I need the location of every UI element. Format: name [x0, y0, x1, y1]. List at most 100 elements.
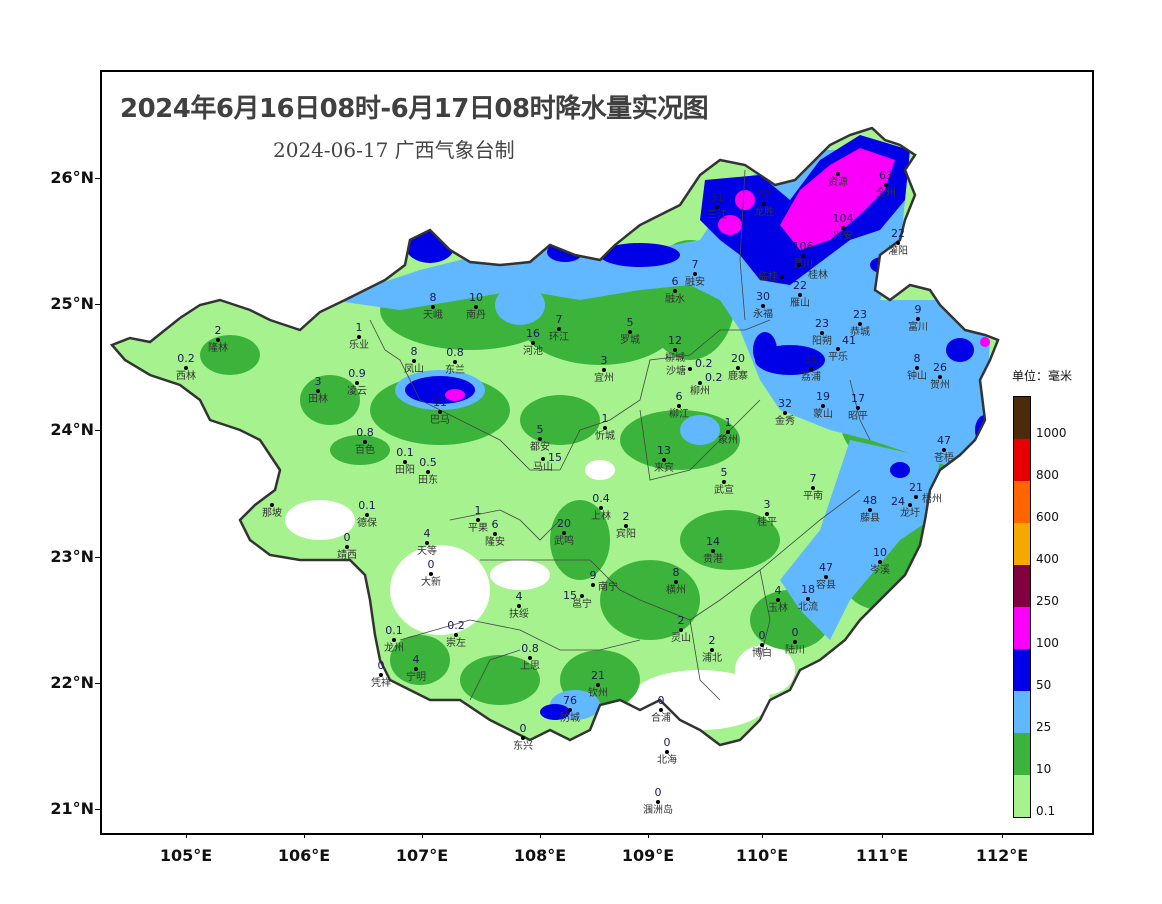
lat-label: 25°N [50, 294, 94, 313]
station-dot [431, 305, 435, 309]
station-value: 12 [668, 334, 682, 347]
station-dot [726, 430, 730, 434]
station-name: 荔浦 [801, 372, 821, 383]
station-value: 0.1 [358, 499, 376, 512]
station-name: 象州 [718, 435, 738, 446]
station-name: 凭祥 [371, 678, 391, 689]
station-name: 灵山 [671, 633, 691, 644]
lat-tick [95, 809, 100, 810]
legend-label: 0.1 [1036, 804, 1056, 818]
station-name: 沙塘 [666, 366, 686, 377]
station-dot [184, 366, 188, 370]
lon-tick [540, 833, 541, 838]
legend-swatch [1014, 733, 1030, 775]
station-dot [454, 633, 458, 637]
station-dot [688, 367, 692, 371]
legend-swatch [1014, 397, 1030, 439]
legend-color-bar [1013, 396, 1031, 818]
station-name: 昭平 [848, 411, 868, 422]
station-dot [363, 440, 367, 444]
station-name: 德保 [357, 518, 377, 529]
station-name: 平南 [803, 491, 823, 502]
station-dot [665, 750, 669, 754]
station-value: 1 [474, 504, 482, 517]
station-dot [628, 330, 632, 334]
station-name: 藤县 [860, 513, 880, 524]
station-name: 上思 [520, 661, 540, 672]
station-dot [821, 404, 825, 408]
station-dot [765, 512, 769, 516]
station-name: 上林 [591, 511, 611, 522]
station-dot [517, 604, 521, 608]
station-name: 临桂 [758, 272, 778, 283]
station-dot [914, 495, 918, 499]
station-value: 20 [731, 352, 745, 365]
station-value: 4 [515, 590, 523, 603]
station-name: 蒙山 [813, 409, 833, 420]
station-dot [662, 458, 666, 462]
station-dot [531, 341, 535, 345]
station-name: 浦北 [702, 653, 722, 664]
legend-swatch [1014, 439, 1030, 481]
station-value: 11 [433, 396, 447, 409]
station-dot [806, 597, 810, 601]
lon-label: 112°E [975, 846, 1029, 865]
station-name: 钦州 [588, 688, 608, 699]
station-dot [528, 656, 532, 660]
lat-tick [95, 304, 100, 305]
station-value: 6 [671, 275, 679, 288]
station-value: 8 [672, 566, 680, 579]
lat-label: 24°N [50, 420, 94, 439]
station-name: 凌云 [347, 386, 367, 397]
lon-label: 110°E [735, 846, 789, 865]
legend-label: 10 [1036, 762, 1052, 776]
station-name: 平果 [468, 523, 488, 534]
station-name: 苍梧 [934, 453, 954, 464]
station-name: 大新 [421, 577, 441, 588]
station-value: 104 [832, 212, 854, 225]
station-dot [596, 683, 600, 687]
station-dot [412, 359, 416, 363]
station-dot [820, 331, 824, 335]
legend-label: 600 [1036, 510, 1059, 524]
station-name: 平乐 [828, 352, 848, 363]
station-name: 凤山 [404, 364, 424, 375]
station-value: 0 [791, 626, 799, 639]
station-value: 3 [600, 354, 608, 367]
station-name: 涠洲岛 [643, 805, 673, 816]
lat-tick [95, 557, 100, 558]
station-value: 5 [536, 423, 544, 436]
station-name: 东兴 [513, 741, 533, 752]
station-name: 天等 [417, 546, 437, 557]
legend-label: 50 [1036, 678, 1052, 692]
legend-label: 800 [1036, 468, 1059, 482]
station-dot [677, 404, 681, 408]
station-name: 融安 [685, 277, 705, 288]
station-value: 21 [591, 669, 605, 682]
station-value: 5 [720, 466, 728, 479]
lon-tick [762, 833, 763, 838]
station-name: 钟山 [907, 371, 927, 382]
station-name: 忻城 [595, 431, 615, 442]
station-dot [836, 347, 840, 351]
station-dot [659, 708, 663, 712]
station-dot [878, 560, 882, 564]
station-value: 0.9 [348, 367, 366, 380]
station-dot [698, 381, 702, 385]
station-dot [557, 327, 561, 331]
station-value: 6 [491, 518, 499, 531]
station-name: 那坡 [262, 508, 282, 519]
station-dot [942, 448, 946, 452]
station-dot [216, 338, 220, 342]
station-dot [538, 437, 542, 441]
station-name: 河池 [523, 346, 543, 357]
station-value: 5 [626, 316, 634, 329]
station-dot [938, 375, 942, 379]
station-value: 3 [763, 498, 771, 511]
station-dot [673, 289, 677, 293]
station-dot [811, 486, 815, 490]
station-name: 东兰 [445, 365, 465, 376]
station-dot [797, 263, 801, 267]
legend-label: 250 [1036, 594, 1059, 608]
